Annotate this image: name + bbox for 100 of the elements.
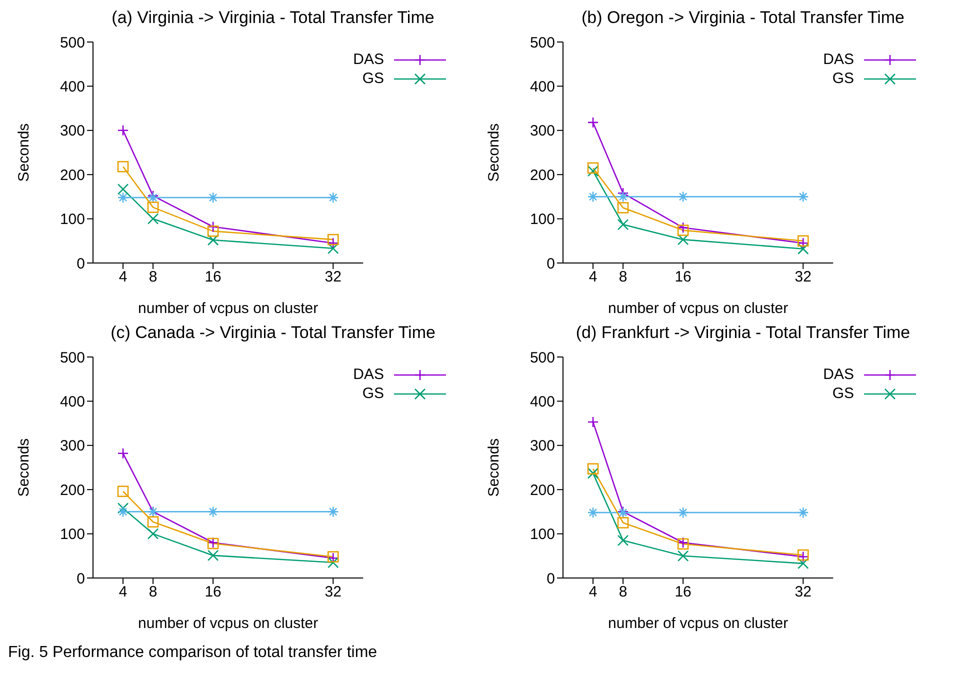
x-tick-label: 32 [324, 584, 342, 601]
x-tick-label: 8 [148, 268, 158, 286]
x-tick-label: 4 [118, 268, 128, 286]
chart-title: (c) Canada -> Virginia - Total Transfer Time [110, 323, 436, 344]
legend-label: GS [362, 385, 384, 402]
y-tick-label: 200 [60, 482, 85, 499]
y-tick-label: 200 [530, 482, 555, 499]
y-tick-label: 0 [76, 255, 85, 272]
x-tick-label: 16 [204, 584, 222, 601]
point [117, 506, 129, 518]
y-tick-label: 100 [530, 211, 555, 228]
chart-title: (a) Virginia -> Virginia - Total Transfer Time [110, 8, 436, 29]
y-tick-label: 500 [60, 34, 85, 52]
point [677, 222, 689, 234]
x-tick-label: 8 [618, 584, 628, 601]
point [677, 550, 689, 562]
point [147, 528, 159, 540]
point [207, 506, 219, 518]
point [147, 213, 159, 224]
chart-title: (b) Oregon -> Virginia - Total Transfer Time [580, 8, 906, 29]
point [617, 191, 629, 202]
x-tick-label: 4 [588, 268, 598, 286]
point [207, 550, 219, 562]
point [327, 237, 339, 249]
legend-label: GS [832, 385, 854, 402]
point [617, 517, 629, 528]
point [587, 463, 599, 474]
x-axis-title: number of vcpus on cluster [608, 615, 788, 632]
chart-title: (d) Frankfurt -> Virginia - Total Transfer Time [574, 323, 912, 344]
y-tick-label: 500 [530, 34, 555, 52]
legend-label: GS [362, 70, 384, 87]
point [617, 534, 629, 546]
point [797, 558, 809, 570]
point [587, 162, 599, 174]
y-tick-label: 300 [530, 438, 555, 455]
y-tick-label: 400 [530, 394, 555, 411]
x-tick-label: 16 [674, 268, 692, 286]
legend-label: DAS [353, 366, 384, 383]
point [677, 234, 689, 246]
point [207, 226, 219, 237]
y-tick-label: 0 [546, 255, 555, 272]
legend-label: DAS [353, 51, 384, 68]
x-tick-label: 8 [618, 268, 628, 286]
legend-label: GS [832, 70, 854, 87]
point [587, 116, 599, 128]
y-tick-label: 200 [530, 166, 555, 184]
y-tick-label: 500 [530, 349, 555, 366]
x-tick-label: 32 [324, 268, 342, 286]
caption: Fig. 5 Performance comparison of total transfer time [8, 644, 378, 662]
point [677, 191, 689, 202]
x-tick-label: 4 [118, 584, 128, 601]
point [587, 468, 599, 479]
y-tick-label: 300 [530, 122, 555, 140]
point [117, 486, 129, 498]
y-tick-label: 100 [60, 211, 85, 228]
y-tick-label: 400 [60, 78, 85, 96]
point [117, 160, 129, 172]
y-tick-label: 100 [530, 526, 555, 544]
point [327, 192, 339, 204]
x-tick-label: 16 [674, 584, 692, 601]
point [587, 416, 599, 428]
x-tick-label: 32 [794, 268, 812, 286]
x-axis-title: number of vcpus on cluster [138, 300, 318, 317]
point [617, 218, 629, 230]
y-tick-label: 100 [60, 526, 85, 544]
point [207, 234, 219, 246]
point [797, 191, 809, 202]
point [207, 192, 219, 204]
point [117, 192, 129, 204]
y-tick-label: 400 [530, 78, 555, 96]
y-tick-label: 300 [60, 438, 85, 455]
x-tick-label: 32 [794, 584, 812, 601]
y-axis-title: Seconds [15, 438, 32, 497]
point [117, 448, 129, 460]
point [587, 165, 599, 177]
y-axis-title: Seconds [485, 438, 502, 497]
point [617, 202, 629, 214]
y-tick-label: 300 [60, 122, 85, 140]
point [677, 506, 689, 518]
x-tick-label: 8 [148, 584, 158, 601]
legend-label: DAS [823, 51, 854, 68]
y-tick-label: 200 [60, 166, 85, 184]
point [677, 224, 689, 236]
y-axis-title: Seconds [15, 123, 32, 182]
y-axis-title: Seconds [485, 123, 502, 182]
point [207, 221, 219, 232]
point [117, 124, 129, 136]
point [147, 516, 159, 528]
x-tick-label: 4 [588, 584, 598, 601]
point [327, 242, 339, 254]
x-axis-title: number of vcpus on cluster [608, 300, 788, 317]
point [797, 506, 809, 518]
point [147, 202, 159, 213]
y-tick-label: 0 [76, 570, 85, 588]
legend-label: DAS [823, 366, 854, 383]
point [327, 506, 339, 518]
point [587, 191, 599, 202]
y-tick-label: 400 [60, 394, 85, 411]
point [327, 234, 339, 246]
point [797, 243, 809, 255]
